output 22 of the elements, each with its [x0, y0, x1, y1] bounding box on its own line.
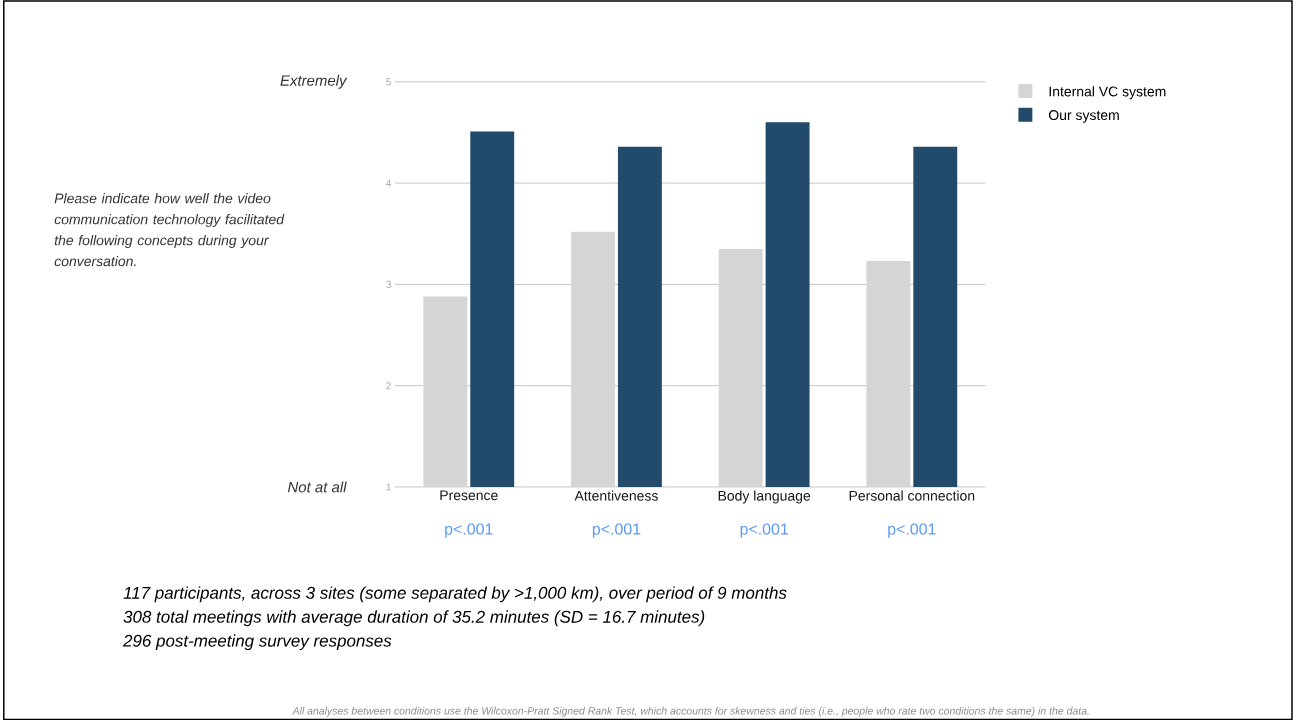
y-tick-label: 4 [386, 179, 392, 187]
x-tick-label: Attentiveness [574, 490, 658, 501]
text: 296 post-meeting survey responses [122, 634, 392, 650]
text: p<.001 [592, 523, 641, 538]
text: 117 participants, across 3 sites (some separated by >1,000 km), over period of 9 months [123, 586, 787, 602]
text: p<.001 [888, 523, 936, 538]
text: p<.001 [445, 523, 493, 538]
y-tick-label: 3 [386, 280, 391, 288]
legend-label: Our system [1048, 109, 1119, 123]
y-tick-label: 2 [386, 381, 391, 389]
x-tick-label: Presence [440, 490, 498, 500]
text: Not at all [287, 481, 347, 493]
y-tick-label: 5 [386, 78, 391, 86]
legend-label: Internal VC system [1049, 85, 1166, 99]
text: Please indicate how well the video communication technology facilitated the following concepts during your conversation. [54, 192, 285, 267]
y-tick-label: 1 [386, 483, 391, 491]
x-tick-label: Body language [718, 490, 811, 504]
text: p<.001 [740, 523, 788, 538]
text: 308 total meetings with average duration of 35.2 minutes (SD = 16.7 minutes) [123, 610, 705, 626]
text: Extremely [280, 74, 348, 89]
x-tick-label: Personal connection [849, 490, 975, 501]
text: All analyses between conditions use the Wilcoxon-Pratt Signed Rank Test, which accounts for skewness and ties (i.e., people who rate two conditions the same) in the data. [292, 706, 1089, 717]
